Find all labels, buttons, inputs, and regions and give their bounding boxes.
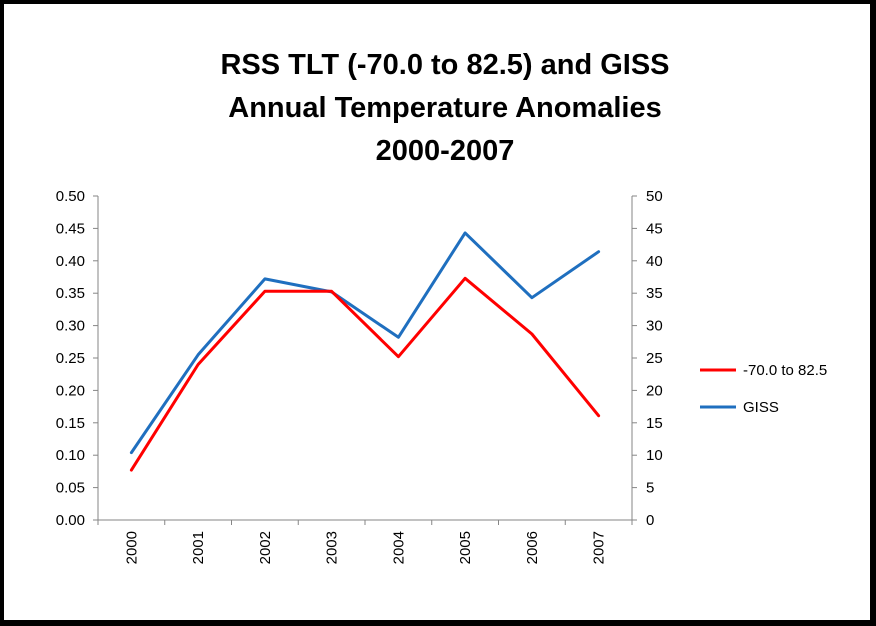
y-left-tick-label: 0.25 [56, 350, 85, 367]
chart-title: RSS TLT (-70.0 to 82.5) and GISS Annual … [150, 44, 740, 173]
y-right-tick-label: 0 [646, 512, 654, 529]
x-tick-label: 2001 [190, 531, 207, 564]
y-left-tick-label: 0.10 [56, 447, 85, 464]
y-left-tick-label: 0.45 [56, 220, 85, 237]
y-right-tick-label: 10 [646, 447, 663, 464]
x-tick-label: 2005 [457, 531, 474, 564]
y-left-tick-label: 0.15 [56, 415, 85, 432]
legend: -70.0 to 82.5 GISS [700, 362, 827, 416]
y-left-tick-label: 0.00 [56, 512, 85, 529]
series-line-giss [129, 231, 601, 455]
y-right-tick-label: 45 [646, 220, 663, 237]
y-right-tick-label: 40 [646, 253, 663, 270]
chart-title-line-3: 2000-2007 [375, 135, 515, 167]
y-right-tick-label: 35 [646, 285, 663, 302]
x-tick-label: 2007 [591, 531, 608, 564]
y-right-tick-label: 30 [646, 318, 663, 335]
chart-title-line-2: Annual Temperature Anomalies [228, 92, 662, 124]
series-layer [129, 231, 601, 472]
y-right-tick-label: 15 [646, 415, 663, 432]
y-left-tick-label: 0.40 [56, 253, 85, 270]
y-left-tick-label: 0.05 [56, 480, 85, 497]
y-right-tick-label: 20 [646, 382, 663, 399]
y-left-tick-label: 0.20 [56, 382, 85, 399]
x-tick-label: 2002 [257, 531, 274, 564]
axes: 0.00 0.05 0.10 0.15 0.20 0.25 0.30 0.35 0.40 0.45… [56, 188, 663, 564]
y-left-tick-label: 0.35 [56, 285, 85, 302]
y-right-tick-label: 5 [646, 480, 654, 497]
x-tick-label: 2000 [123, 531, 140, 564]
x-tick-label: 2004 [390, 531, 407, 564]
y-left-tick-label: 0.30 [56, 318, 85, 335]
y-right-tick-label: 25 [646, 350, 663, 367]
legend-item-rss-label: -70.0 to 82.5 [743, 362, 827, 379]
x-tick-label: 2006 [524, 531, 541, 564]
legend-item-giss-label: GISS [743, 399, 779, 416]
y-right-tick-label: 50 [646, 188, 663, 205]
x-tick-label: 2003 [324, 531, 341, 564]
y-left-tick-label: 0.50 [56, 188, 85, 205]
chart-title-line-1: RSS TLT (-70.0 to 82.5) and GISS [220, 49, 670, 81]
series-line-rss [129, 276, 601, 472]
